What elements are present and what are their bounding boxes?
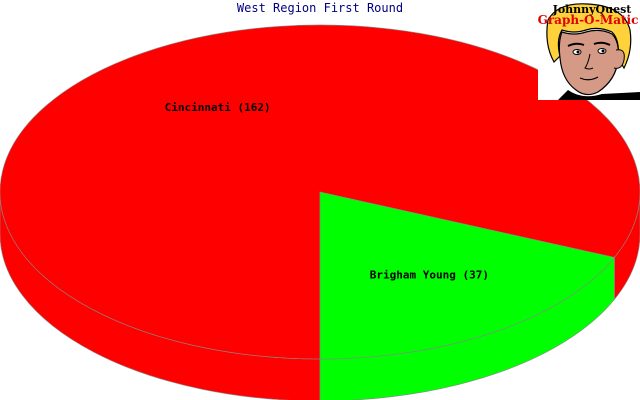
graph-o-matic-logo: JohnnyQuest Graph-O-Matic xyxy=(538,0,640,100)
chart-title: West Region First Round xyxy=(236,1,404,15)
pie-slice-brigham-young xyxy=(319,191,615,360)
pie-labels-layer: Cincinnati (162) Brigham Young (37) xyxy=(165,101,489,281)
slice-label-cincinnati: Cincinnati (162) xyxy=(165,101,271,114)
slice-label-brigham-young: Brigham Young (37) xyxy=(370,268,489,281)
pie-top-layer xyxy=(0,24,640,360)
logo-line2: Graph-O-Matic xyxy=(538,13,638,27)
logo-line1: JohnnyQuest xyxy=(552,3,633,16)
